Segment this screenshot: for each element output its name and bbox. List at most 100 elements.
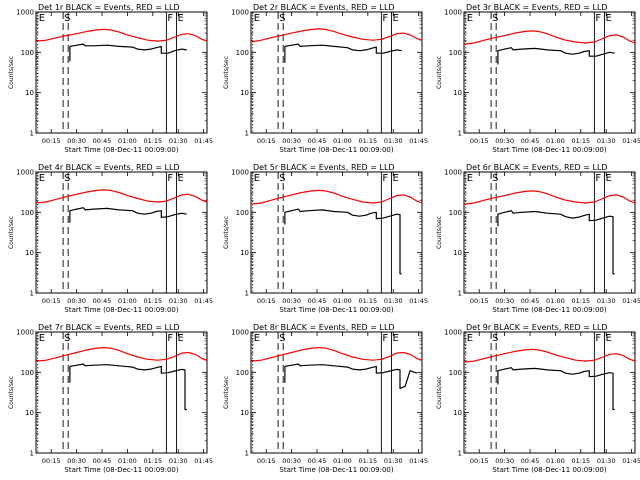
- y-tick-label: 1: [30, 450, 34, 458]
- x-tick-label: 01:15: [571, 137, 590, 145]
- marker-label: S: [279, 13, 285, 24]
- y-tick-label: 1000: [231, 9, 249, 17]
- x-tick-label: 00:30: [495, 457, 514, 465]
- x-axis-label: Start Time (08-Dec-11 00:09:00): [64, 306, 178, 314]
- y-axis-label: Counts/sec: [223, 216, 230, 249]
- x-tick-label: 01:00: [118, 457, 137, 465]
- marker-label: E: [393, 173, 399, 184]
- panel-5: Det 5r BLACK = Events, RED = LLD Counts/s…: [223, 163, 428, 314]
- series-lld-line: [250, 28, 423, 43]
- y-tick-label: 10: [240, 249, 249, 257]
- marker-label: S: [64, 13, 70, 24]
- marker-label: F: [595, 173, 601, 184]
- x-axis-label: Start Time (08-Dec-11 00:09:00): [279, 306, 393, 314]
- marker-label: E: [467, 173, 473, 184]
- y-tick-label: 100: [236, 49, 249, 57]
- x-tick-label: 01:00: [546, 297, 565, 305]
- y-tick-label: 1000: [444, 329, 462, 337]
- panel-title: Det 9r BLACK = Events, RED = LLD: [466, 323, 608, 332]
- y-tick-label: 10: [25, 89, 34, 97]
- x-tick-label: 00:30: [282, 137, 301, 145]
- y-tick-label: 100: [236, 209, 249, 217]
- series-lld-line: [250, 347, 423, 362]
- marker-label: E: [393, 333, 399, 344]
- series-events-line: [284, 363, 418, 389]
- y-tick-label: 1: [458, 450, 462, 458]
- x-axis-label: Start Time (08-Dec-11 00:09:00): [492, 306, 606, 314]
- x-tick-label: 00:15: [42, 297, 61, 305]
- marker-label: E: [254, 173, 260, 184]
- panel-4: Det 4r BLACK = Events, RED = LLD Counts/s…: [8, 163, 213, 314]
- marker-label: E: [606, 173, 612, 184]
- plot-frame: [463, 11, 636, 134]
- series-lld-line: [463, 348, 636, 363]
- y-tick-label: 1000: [231, 329, 249, 337]
- y-tick-label: 100: [21, 49, 34, 57]
- series-events-line: [69, 363, 187, 411]
- series-lld-line: [35, 28, 208, 42]
- marker-label: S: [492, 13, 498, 24]
- x-tick-label: 01:15: [571, 457, 590, 465]
- marker-label: E: [254, 333, 260, 344]
- x-axis-label: Start Time (08-Dec-11 00:09:00): [279, 146, 393, 154]
- series-events-line: [497, 367, 615, 411]
- y-axis-label: Counts/sec: [436, 376, 443, 409]
- marker-label: E: [467, 13, 473, 24]
- x-tick-label: 01:45: [194, 297, 213, 305]
- marker-label: F: [595, 13, 601, 24]
- x-tick-label: 01:15: [571, 297, 590, 305]
- x-tick-label: 00:30: [282, 297, 301, 305]
- x-tick-label: 01:15: [143, 137, 162, 145]
- x-tick-label: 01:30: [169, 457, 188, 465]
- marker-label: S: [279, 333, 285, 344]
- y-tick-label: 1000: [16, 9, 34, 17]
- plot-frame: [463, 171, 636, 294]
- y-tick-label: 1: [458, 130, 462, 138]
- series-lld-line: [463, 30, 636, 45]
- panel-title: Det 1r BLACK = Events, RED = LLD: [38, 3, 180, 12]
- x-tick-label: 01:45: [194, 457, 213, 465]
- y-axis-label: Counts/sec: [8, 216, 15, 249]
- x-tick-label: 01:00: [546, 137, 565, 145]
- y-tick-label: 10: [453, 249, 462, 257]
- y-tick-label: 1000: [16, 169, 34, 177]
- x-tick-label: 01:15: [358, 137, 377, 145]
- y-tick-label: 1000: [16, 329, 34, 337]
- x-tick-label: 00:15: [470, 297, 489, 305]
- x-tick-label: 01:45: [622, 137, 640, 145]
- x-tick-label: 01:15: [358, 457, 377, 465]
- y-axis-label: Counts/sec: [223, 56, 230, 89]
- y-tick-label: 10: [453, 409, 462, 417]
- y-tick-label: 1: [458, 290, 462, 298]
- series-events-line: [284, 208, 402, 275]
- x-tick-label: 00:45: [308, 137, 327, 145]
- marker-label: F: [382, 173, 388, 184]
- marker-label: S: [492, 173, 498, 184]
- y-axis-label: Counts/sec: [223, 376, 230, 409]
- series-lld-line: [463, 190, 636, 205]
- x-tick-label: 01:30: [597, 297, 616, 305]
- y-axis-label: Counts/sec: [436, 216, 443, 249]
- y-tick-label: 1: [245, 450, 249, 458]
- x-tick-label: 00:15: [42, 457, 61, 465]
- y-tick-label: 100: [21, 209, 34, 217]
- series-events-line: [69, 43, 187, 62]
- x-tick-label: 01:30: [384, 457, 403, 465]
- x-tick-label: 01:45: [622, 297, 640, 305]
- panel-7: Det 7r BLACK = Events, RED = LLD Counts/s…: [8, 323, 213, 474]
- marker-label: F: [382, 333, 388, 344]
- x-tick-label: 01:00: [333, 297, 352, 305]
- marker-label: E: [393, 13, 399, 24]
- x-tick-label: 00:30: [67, 457, 86, 465]
- y-tick-label: 100: [236, 369, 249, 377]
- plot-frame: [35, 331, 208, 454]
- x-tick-label: 00:45: [308, 457, 327, 465]
- marker-label: E: [606, 13, 612, 24]
- x-tick-label: 00:45: [93, 457, 112, 465]
- x-tick-label: 00:15: [470, 457, 489, 465]
- panel-title: Det 2r BLACK = Events, RED = LLD: [253, 3, 395, 12]
- series-lld-line: [250, 189, 423, 205]
- x-tick-label: 01:45: [409, 137, 428, 145]
- x-tick-label: 01:30: [597, 457, 616, 465]
- plot-frame: [35, 171, 208, 294]
